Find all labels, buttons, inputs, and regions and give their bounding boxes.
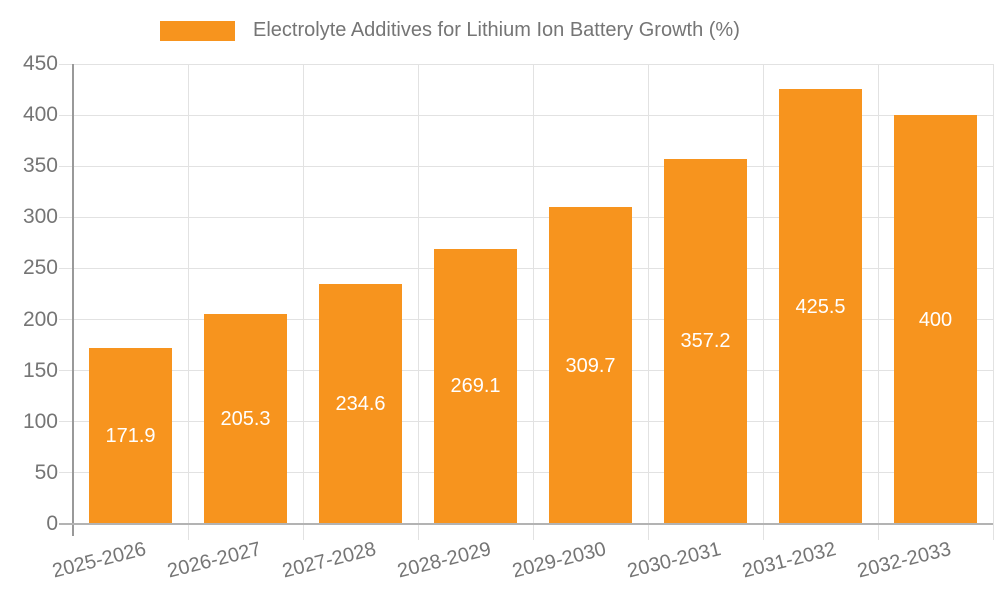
bar[interactable] [319, 284, 402, 523]
legend[interactable]: Electrolyte Additives for Lithium Ion Ba… [160, 19, 740, 42]
x-gridline [647, 64, 649, 540]
y-gridline [59, 216, 993, 218]
y-axis-tick-label: 100 [22, 409, 58, 433]
x-gridline [187, 64, 189, 540]
y-gridline [59, 267, 993, 269]
y-axis-tick-label: 0 [46, 512, 58, 535]
legend-label: Electrolyte Additives for Lithium Ion Ba… [253, 19, 740, 41]
x-gridline [302, 64, 304, 540]
bar-value-label: 269.1 [450, 375, 501, 398]
bar-value-label: 205.3 [220, 408, 271, 431]
x-gridline [532, 64, 534, 540]
bar-value-label: 309.7 [565, 354, 616, 377]
bar-value-label: 357.2 [680, 330, 731, 353]
legend-swatch-icon [160, 20, 235, 41]
y-axis-tick-label: 50 [34, 460, 58, 484]
bar[interactable] [204, 314, 287, 523]
y-axis-tick-label: 300 [22, 205, 58, 229]
bar-value-label: 425.5 [795, 295, 846, 318]
x-gridline [992, 64, 994, 540]
bar-value-label: 171.9 [105, 425, 156, 448]
y-axis-tick-label: 250 [22, 256, 58, 280]
y-gridline [59, 319, 993, 321]
bar[interactable] [89, 348, 172, 523]
x-axis-line [59, 523, 993, 525]
y-gridline [59, 370, 993, 372]
x-gridline [417, 64, 419, 540]
y-gridline [59, 165, 993, 167]
y-axis-tick-label: 400 [22, 103, 58, 127]
bar[interactable] [549, 207, 632, 523]
y-gridline [59, 63, 993, 65]
bar-value-label: 400 [918, 308, 953, 331]
y-axis-tick-label: 350 [22, 154, 58, 178]
bar[interactable] [779, 89, 862, 523]
y-axis-tick-label: 450 [22, 52, 58, 75]
x-gridline [877, 64, 879, 540]
y-axis-line [72, 64, 74, 536]
bar-value-label: 234.6 [335, 393, 386, 416]
bar[interactable] [894, 115, 977, 523]
bar[interactable] [664, 158, 747, 523]
y-gridline [59, 421, 993, 423]
y-gridline [59, 114, 993, 116]
y-axis-tick-label: 150 [22, 358, 58, 382]
y-gridline [59, 472, 993, 474]
bar[interactable] [434, 248, 517, 523]
y-axis-tick-label: 200 [22, 307, 58, 331]
x-gridline [762, 64, 764, 540]
